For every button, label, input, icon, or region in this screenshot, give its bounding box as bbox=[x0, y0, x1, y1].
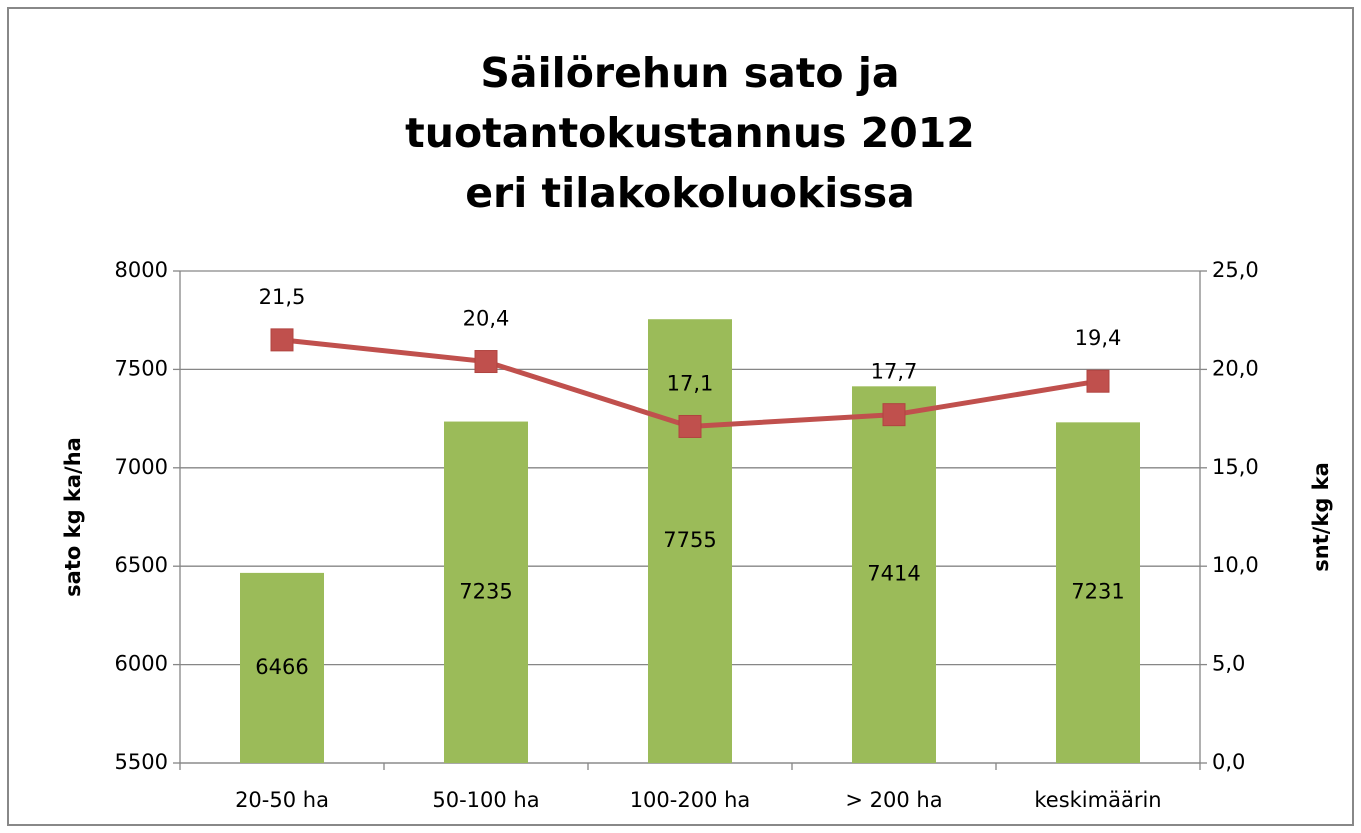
y-tick-label: 8000 bbox=[115, 258, 168, 282]
bar bbox=[240, 572, 324, 763]
x-tick-label: 20-50 ha bbox=[235, 788, 329, 812]
line-value-label: 21,5 bbox=[259, 285, 306, 309]
bar-value-label: 7414 bbox=[867, 562, 920, 586]
y-tick-label: 7500 bbox=[115, 356, 168, 380]
y2-tick-label: 20,0 bbox=[1212, 356, 1259, 380]
line-value-label: 17,1 bbox=[667, 371, 714, 395]
y2-axis-label: snt/kg ka bbox=[1309, 462, 1333, 572]
x-tick-label: 100-200 ha bbox=[630, 788, 751, 812]
bar-value-label: 6466 bbox=[255, 655, 308, 679]
bar bbox=[648, 319, 732, 763]
y2-tick-label: 0,0 bbox=[1212, 750, 1245, 774]
line-marker bbox=[882, 403, 906, 427]
y-tick-label: 5500 bbox=[115, 750, 168, 774]
chart-title: tuotantokustannus 2012 bbox=[405, 109, 975, 157]
x-tick-label: > 200 ha bbox=[845, 788, 942, 812]
bar bbox=[444, 421, 528, 763]
y2-tick-label: 10,0 bbox=[1212, 553, 1259, 577]
line-marker bbox=[270, 328, 294, 352]
bar bbox=[1056, 422, 1140, 763]
bar-value-label: 7755 bbox=[663, 528, 716, 552]
line-value-label: 19,4 bbox=[1075, 326, 1122, 350]
y-tick-label: 7000 bbox=[115, 455, 168, 479]
y2-tick-label: 25,0 bbox=[1212, 258, 1259, 282]
chart-title: eri tilakokoluokissa bbox=[465, 169, 915, 217]
line-value-label: 20,4 bbox=[463, 307, 510, 331]
line-marker bbox=[1086, 369, 1110, 393]
line-value-label: 17,7 bbox=[871, 360, 918, 384]
line-marker bbox=[678, 414, 702, 438]
y-tick-label: 6500 bbox=[115, 553, 168, 577]
line-marker bbox=[474, 350, 498, 374]
x-tick-label: 50-100 ha bbox=[432, 788, 539, 812]
x-tick-label: keskimäärin bbox=[1034, 788, 1161, 812]
bar-value-label: 7231 bbox=[1071, 580, 1124, 604]
y-tick-label: 6000 bbox=[115, 652, 168, 676]
y2-tick-label: 5,0 bbox=[1212, 652, 1245, 676]
y2-tick-label: 15,0 bbox=[1212, 455, 1259, 479]
y-axis-label: sato kg ka/ha bbox=[61, 437, 85, 597]
bar bbox=[852, 386, 936, 763]
chart-title: Säilörehun sato ja bbox=[480, 49, 899, 97]
bar-value-label: 7235 bbox=[459, 579, 512, 603]
